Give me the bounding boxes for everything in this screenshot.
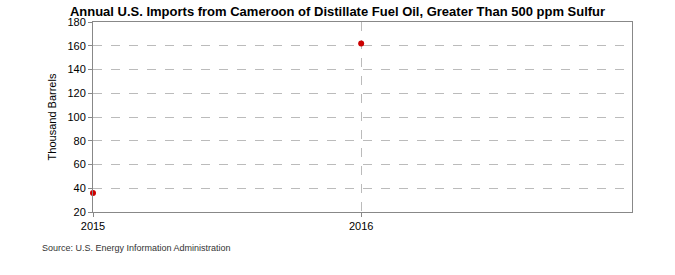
svg-text:2015: 2015 bbox=[81, 220, 105, 232]
svg-text:140: 140 bbox=[67, 63, 85, 75]
svg-text:180: 180 bbox=[67, 16, 85, 28]
svg-text:160: 160 bbox=[67, 40, 85, 52]
svg-text:80: 80 bbox=[74, 135, 86, 147]
svg-text:Source: U.S. Energy Informatio: Source: U.S. Energy Information Administ… bbox=[42, 243, 231, 253]
svg-text:2016: 2016 bbox=[349, 220, 373, 232]
svg-text:20: 20 bbox=[74, 206, 86, 218]
svg-text:40: 40 bbox=[74, 182, 86, 194]
svg-text:60: 60 bbox=[74, 158, 86, 170]
svg-text:Thousand Barrels: Thousand Barrels bbox=[46, 73, 58, 160]
svg-text:120: 120 bbox=[67, 87, 85, 99]
svg-text:100: 100 bbox=[67, 111, 85, 123]
svg-text:Annual U.S. Imports from Camer: Annual U.S. Imports from Cameroon of Dis… bbox=[70, 4, 605, 19]
